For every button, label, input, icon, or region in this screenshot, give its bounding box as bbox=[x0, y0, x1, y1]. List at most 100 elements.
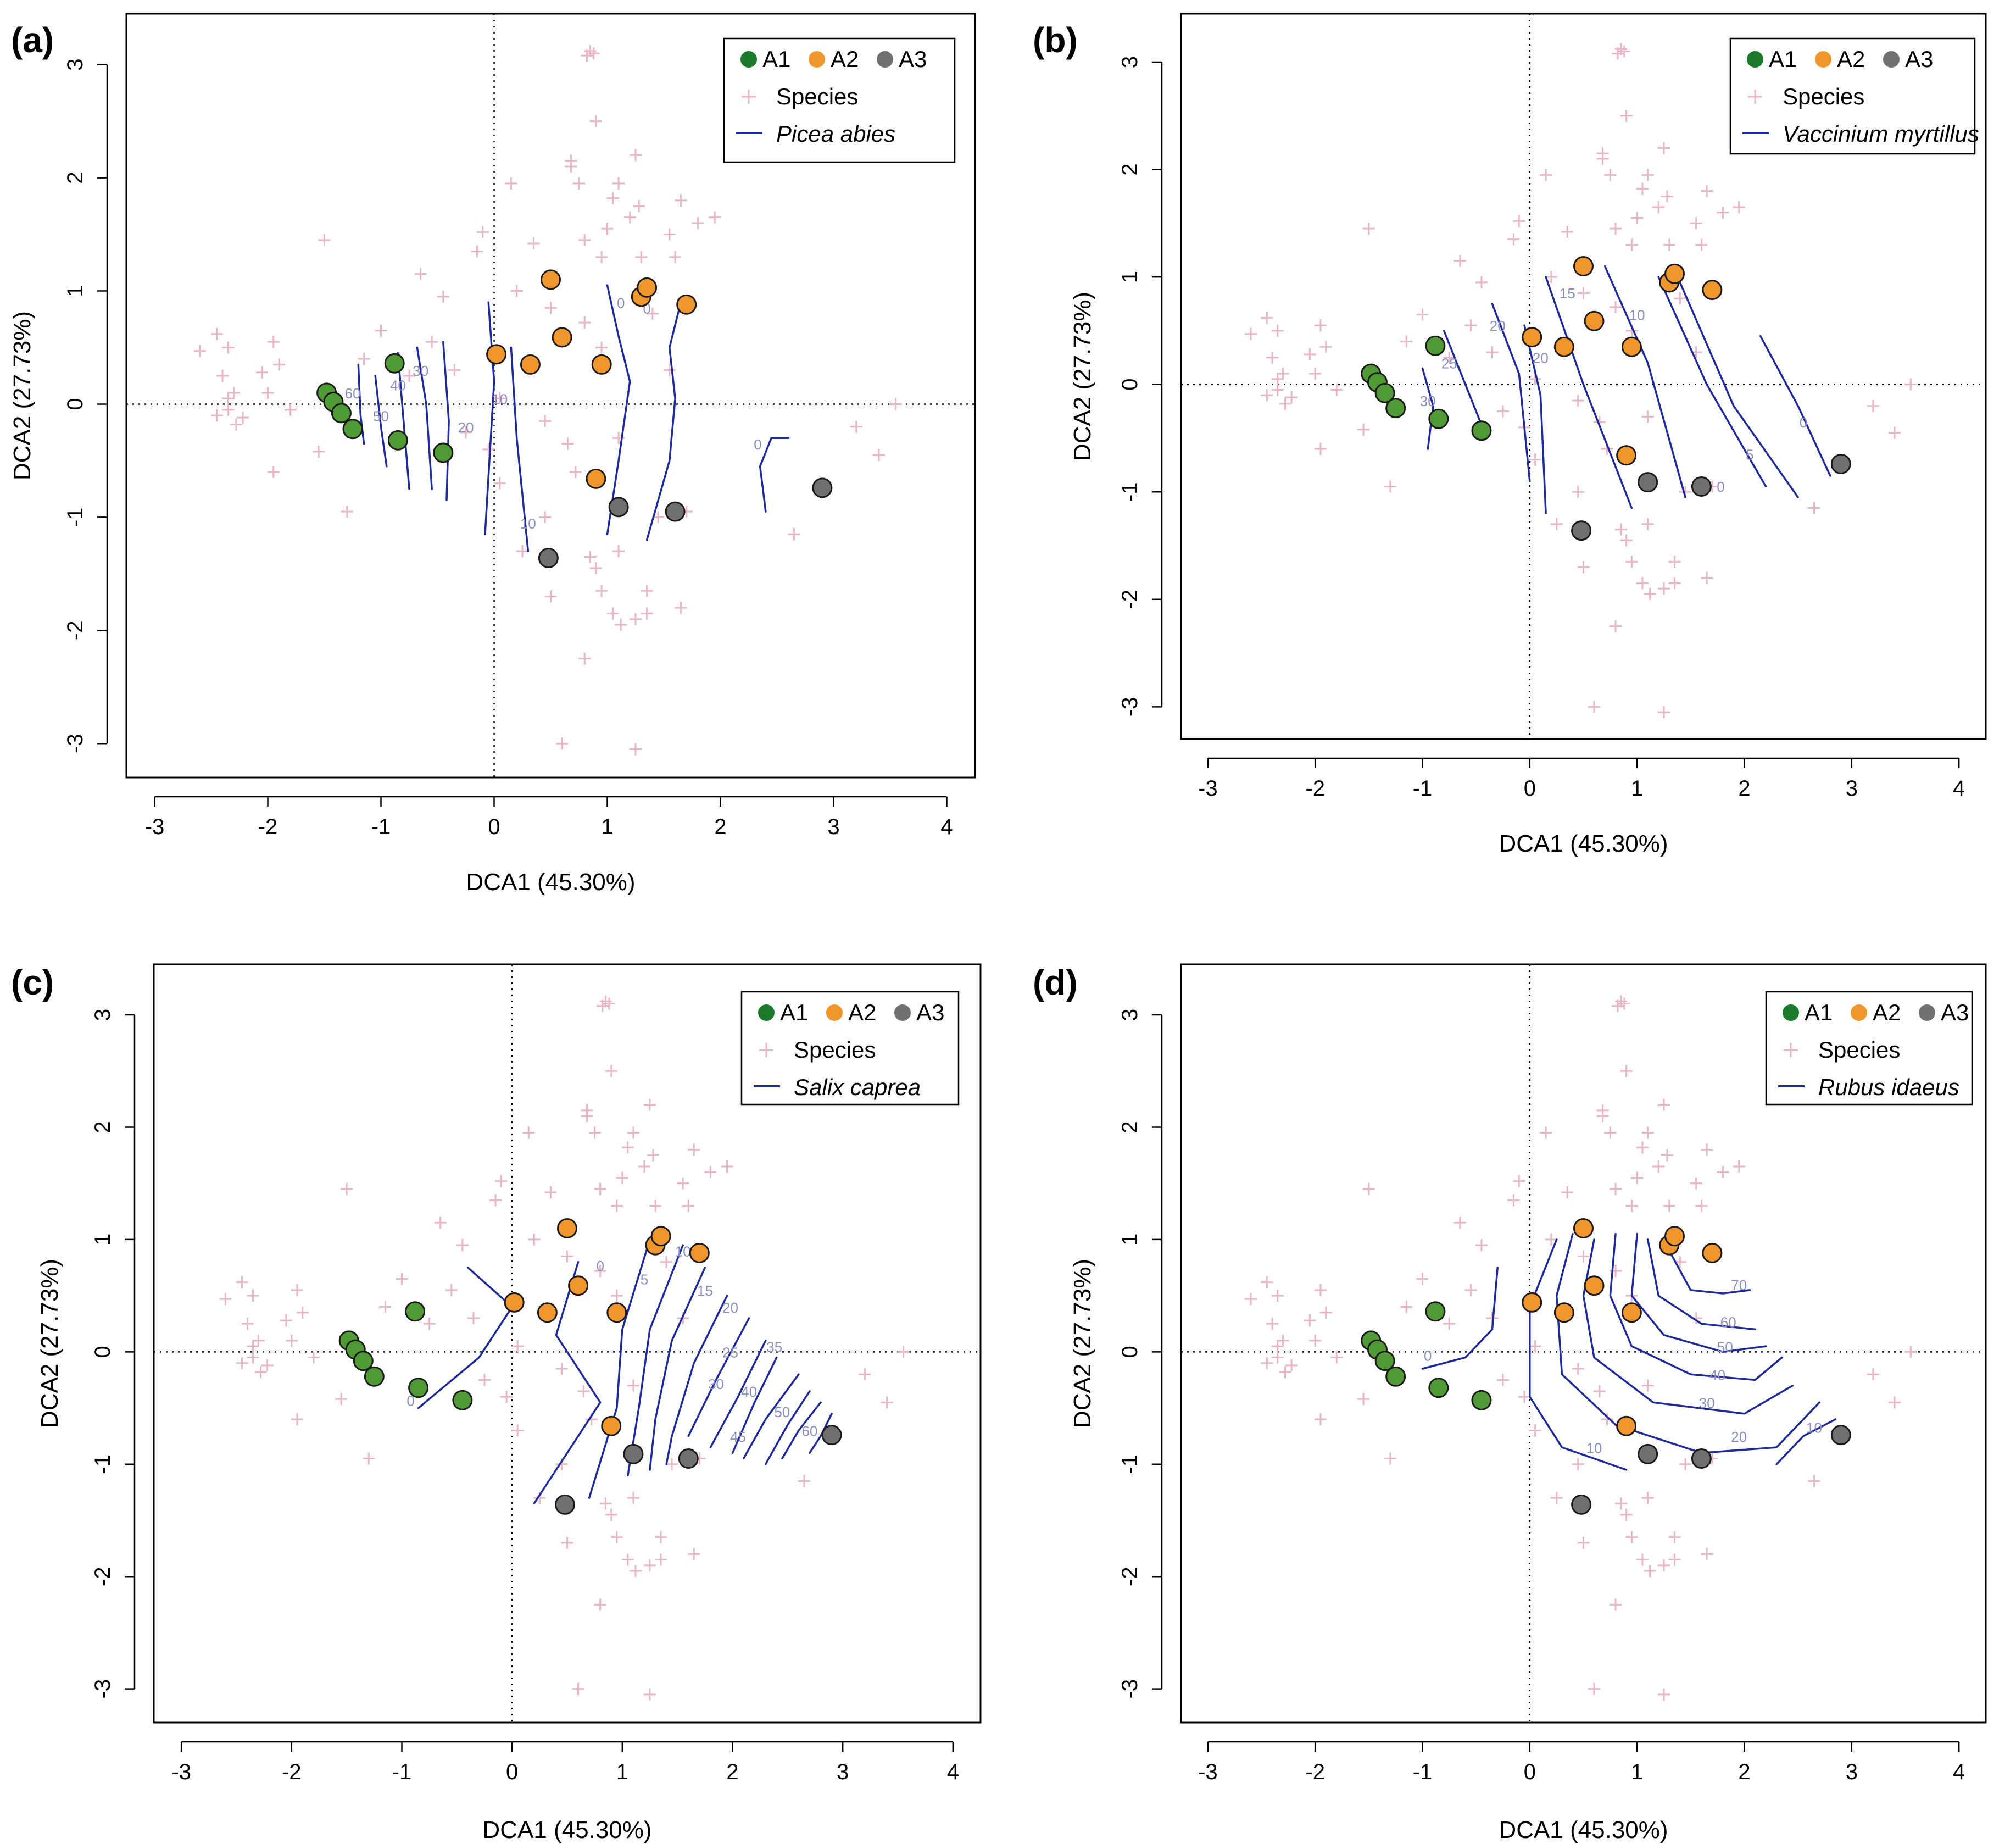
species-point bbox=[1679, 1458, 1692, 1470]
y-tick-label: -3 bbox=[1118, 697, 1142, 717]
species-point bbox=[578, 234, 591, 246]
legend-a3-marker bbox=[1883, 51, 1900, 68]
site-a3-point bbox=[821, 1425, 842, 1446]
site-a2-point bbox=[504, 1292, 525, 1313]
y-axis: -3 -2 -1 0 1 2 3 bbox=[1118, 1009, 1163, 1699]
y-tick-label: -3 bbox=[1118, 1679, 1142, 1699]
x-axis-label: DCA1 (45.30%) bbox=[482, 1817, 651, 1843]
species-point bbox=[897, 1346, 910, 1358]
contour-line bbox=[484, 301, 495, 536]
y-tick-label: -2 bbox=[1118, 590, 1142, 609]
species-point bbox=[1612, 47, 1624, 60]
x-axis-label: DCA1 (45.30%) bbox=[1499, 1817, 1668, 1843]
species-point bbox=[1604, 1126, 1617, 1139]
species-point bbox=[1285, 391, 1298, 404]
species-point bbox=[1625, 238, 1638, 251]
legend-contour-label: Salix caprea bbox=[794, 1074, 921, 1100]
site-a2-point bbox=[1584, 1275, 1605, 1296]
species-point bbox=[516, 545, 528, 558]
species-point bbox=[588, 1126, 601, 1139]
contour-line bbox=[1679, 281, 1799, 498]
site-a3-point bbox=[1691, 476, 1712, 497]
species-point bbox=[375, 324, 387, 337]
contour-line bbox=[665, 1295, 728, 1465]
species-point bbox=[1277, 1334, 1289, 1347]
contour-line bbox=[809, 1413, 833, 1454]
species-point bbox=[1572, 395, 1584, 407]
species-point bbox=[423, 1318, 436, 1330]
species-point bbox=[1888, 1396, 1901, 1409]
site-a2-point bbox=[1573, 256, 1594, 277]
species-point bbox=[1596, 147, 1609, 160]
species-point bbox=[414, 268, 427, 280]
site-a3-point bbox=[608, 497, 629, 518]
species-point bbox=[1453, 1217, 1466, 1229]
site-a3-point bbox=[665, 501, 686, 522]
contour-line bbox=[742, 1373, 800, 1460]
species-point bbox=[1644, 588, 1656, 600]
contour-label: 20 bbox=[1490, 318, 1506, 334]
species-point bbox=[1271, 1340, 1284, 1353]
species-point bbox=[615, 619, 627, 631]
contour-label: 5 bbox=[641, 1271, 648, 1288]
species-point bbox=[495, 1175, 508, 1187]
contour-line bbox=[645, 301, 682, 541]
species-point bbox=[1652, 201, 1665, 213]
species-point bbox=[850, 420, 862, 433]
species-point bbox=[556, 737, 569, 750]
species-point bbox=[510, 285, 523, 297]
site-a3-point bbox=[1638, 1443, 1658, 1464]
legend-a3-label: A3 bbox=[1905, 46, 1933, 72]
x-tick-label: -2 bbox=[1305, 776, 1325, 801]
site-a3-point bbox=[554, 1494, 575, 1515]
y-tick-label: 2 bbox=[91, 1121, 115, 1133]
species-point bbox=[644, 1688, 656, 1701]
species-point bbox=[1588, 1682, 1601, 1695]
site-a1-point bbox=[405, 1301, 426, 1322]
contour-line bbox=[649, 1267, 706, 1471]
species-point bbox=[1384, 1452, 1396, 1465]
species-point bbox=[1658, 706, 1670, 719]
species-point bbox=[247, 1290, 259, 1302]
species-point bbox=[589, 115, 602, 127]
legend-a1-marker bbox=[758, 1004, 775, 1021]
species-point bbox=[663, 364, 676, 376]
contour-label: 15 bbox=[1560, 285, 1575, 302]
site-a2-point bbox=[1522, 327, 1542, 348]
species-point bbox=[601, 223, 614, 235]
legend-box bbox=[723, 37, 956, 163]
species-point bbox=[1362, 1182, 1375, 1195]
x-tick-label: -2 bbox=[1305, 1760, 1325, 1784]
panel-label: (c) bbox=[11, 963, 54, 1002]
contour-line bbox=[417, 1267, 513, 1409]
species-point bbox=[1545, 1233, 1557, 1246]
species-point bbox=[872, 449, 885, 462]
species-point bbox=[1904, 378, 1917, 391]
species-point bbox=[1620, 109, 1633, 122]
y-axis: -3 -2 -1 0 1 2 3 bbox=[91, 1009, 136, 1698]
site-a3-point bbox=[623, 1443, 644, 1464]
species-point bbox=[1588, 701, 1601, 713]
species-point bbox=[254, 1366, 267, 1379]
species-point bbox=[573, 177, 585, 190]
y-tick-label: -1 bbox=[1118, 482, 1142, 502]
species-point bbox=[1701, 185, 1713, 197]
species-point bbox=[1577, 1536, 1590, 1549]
species-point bbox=[1610, 1182, 1622, 1195]
species-point bbox=[1610, 301, 1622, 313]
species-point bbox=[341, 1182, 353, 1195]
species-point bbox=[1529, 453, 1541, 466]
x-tick-label: -1 bbox=[1413, 776, 1433, 801]
species-point bbox=[285, 1334, 298, 1347]
site-a3-point bbox=[1571, 1494, 1592, 1515]
species-point bbox=[500, 1391, 513, 1403]
species-point bbox=[1658, 582, 1670, 595]
species-point bbox=[434, 1217, 447, 1229]
species-point bbox=[578, 316, 591, 329]
legend-contour-label: Rubus idaeus bbox=[1818, 1074, 1959, 1100]
species-point bbox=[1641, 410, 1654, 423]
species-point bbox=[1271, 324, 1284, 337]
contour-line bbox=[1609, 1232, 1783, 1381]
species-point bbox=[437, 290, 449, 303]
site-a2-point bbox=[1616, 1415, 1637, 1436]
